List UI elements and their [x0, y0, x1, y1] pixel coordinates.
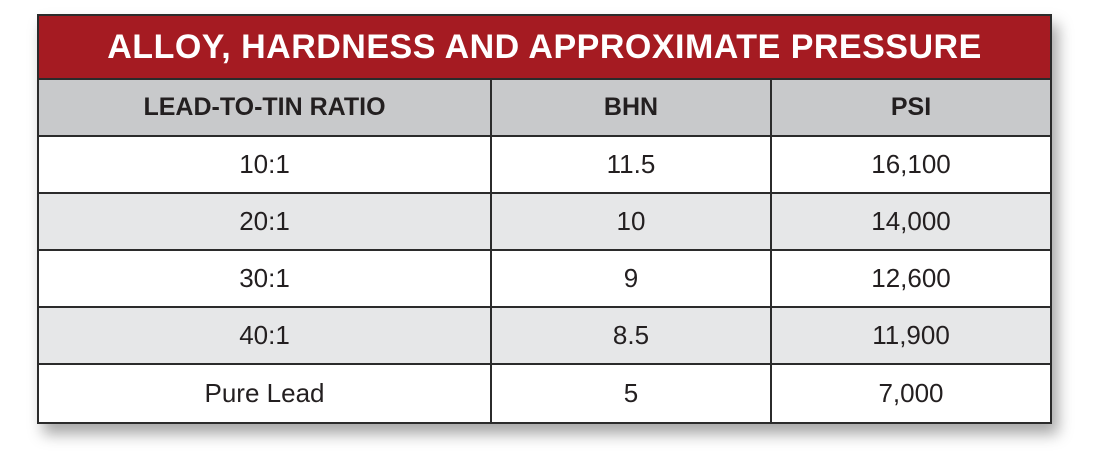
cell-bhn: 5: [492, 365, 772, 422]
cell-ratio: Pure Lead: [39, 365, 492, 422]
table-row: Pure Lead 5 7,000: [39, 365, 1050, 422]
header-ratio: LEAD-TO-TIN RATIO: [39, 80, 492, 135]
table-row: 10:1 11.5 16,100: [39, 137, 1050, 194]
header-bhn: BHN: [492, 80, 772, 135]
cell-bhn: 8.5: [492, 308, 772, 363]
cell-ratio: 20:1: [39, 194, 492, 249]
table-row: 40:1 8.5 11,900: [39, 308, 1050, 365]
cell-bhn: 10: [492, 194, 772, 249]
cell-psi: 14,000: [871, 206, 951, 236]
table-header-row: LEAD-TO-TIN RATIO BHN PSI: [39, 80, 1050, 137]
table-row: 20:1 10 14,000: [39, 194, 1050, 251]
cell-ratio: 30:1: [39, 251, 492, 306]
cell-psi: 11,900: [872, 320, 950, 350]
cell-psi: 16,100: [871, 149, 951, 179]
cell-bhn: 9: [492, 251, 772, 306]
cell-ratio: 10:1: [39, 137, 492, 192]
table-row: 30:1 9 12,600: [39, 251, 1050, 308]
cell-psi: 7,000: [878, 378, 944, 408]
table-title: ALLOY, HARDNESS AND APPROXIMATE PRESSURE: [39, 16, 1050, 80]
cell-ratio: 40:1: [39, 308, 492, 363]
header-psi: PSI: [890, 93, 932, 121]
cell-psi: 12,600: [871, 263, 951, 293]
cell-bhn: 11.5: [492, 137, 772, 192]
alloy-table: ALLOY, HARDNESS AND APPROXIMATE PRESSURE…: [37, 14, 1052, 424]
